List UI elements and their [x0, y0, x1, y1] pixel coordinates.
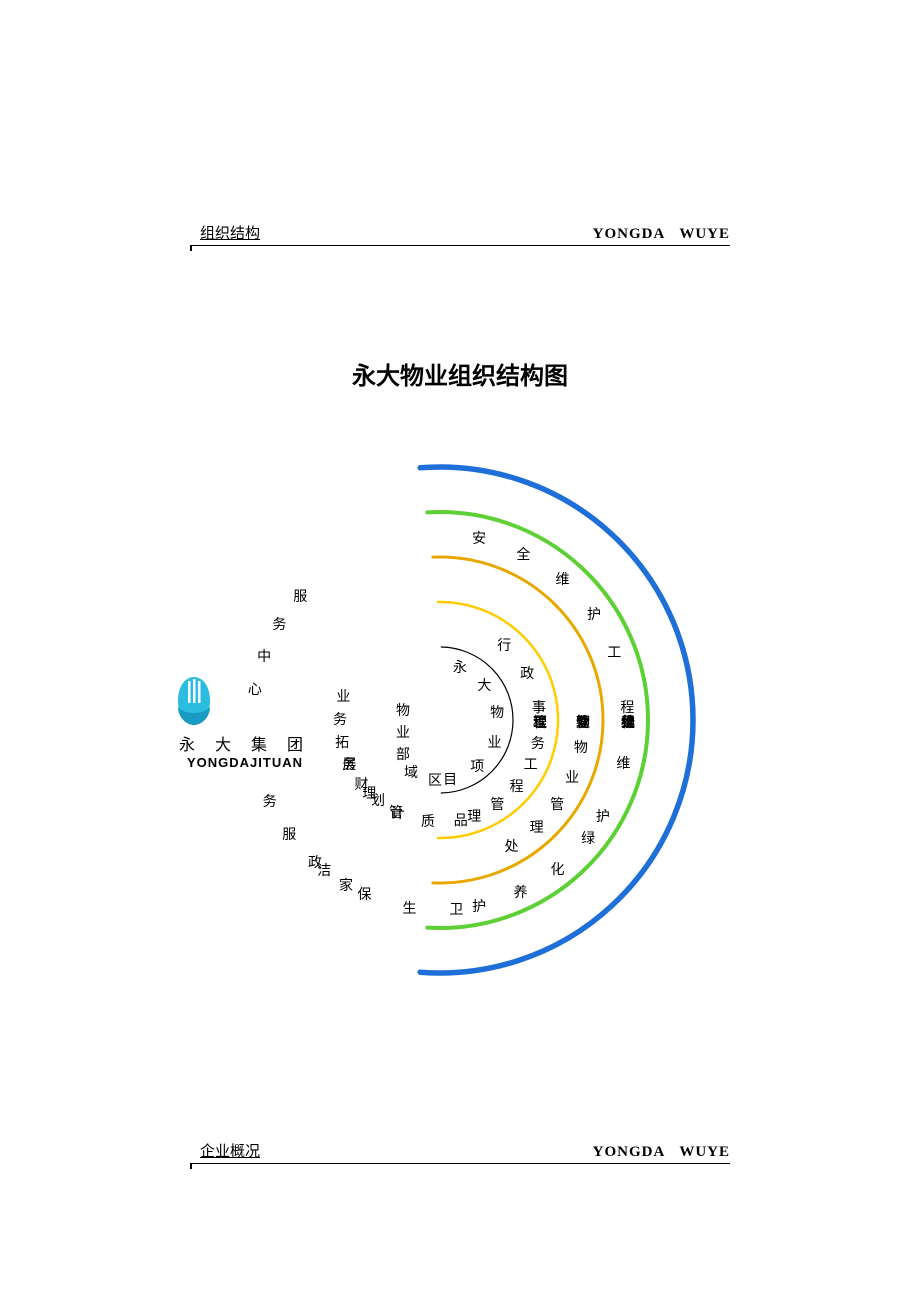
- arc-char: 业: [336, 686, 350, 706]
- arc-char: 生: [403, 898, 417, 918]
- arc-char: 目: [443, 769, 457, 789]
- arc-char: 养: [513, 882, 527, 902]
- arc-char: 化: [550, 859, 564, 879]
- arc-char: 业: [565, 767, 579, 787]
- arc-char: 管: [550, 794, 564, 814]
- arc-char: 护: [472, 896, 486, 916]
- arc-char: 全: [516, 544, 530, 564]
- arc-char: 服: [293, 586, 307, 606]
- arc-char: 业: [396, 722, 410, 742]
- arc-char: 计: [391, 803, 405, 823]
- arc-char: 务: [272, 614, 286, 634]
- arc-char: 拓: [335, 732, 349, 752]
- arc-char: 服: [282, 824, 296, 844]
- arc-char: 保: [358, 884, 372, 904]
- logo-text-cn: 永 大 集 团: [170, 731, 320, 755]
- section-header-top: 组织结构 YONGDAWUYE: [190, 222, 730, 246]
- arc-char: 项: [470, 756, 484, 776]
- arc-char: 安: [472, 528, 486, 548]
- arc-char: 区: [428, 770, 442, 790]
- brand-label: YONGDAWUYE: [593, 1144, 730, 1161]
- company-logo-block: 永 大 集 团 YONGDAJITUAN: [170, 675, 320, 770]
- arc-char: 务: [531, 733, 545, 753]
- arc-char: 大: [477, 675, 491, 695]
- arc-char: 理: [530, 817, 544, 837]
- arc-char: 工: [607, 642, 621, 662]
- arc-char: 部: [396, 744, 410, 764]
- brand-label: YONGDAWUYE: [593, 226, 730, 243]
- arc-char: 政: [520, 663, 534, 683]
- arc-char: 绿: [581, 828, 595, 848]
- arc-char: 护: [587, 604, 601, 624]
- arc-char: 理: [533, 712, 547, 732]
- arc-char: 划: [371, 790, 385, 810]
- arc-char: 品: [454, 810, 468, 830]
- arc-char: 物: [396, 700, 410, 720]
- arc-char: 政: [308, 852, 322, 872]
- section-header-bottom: 企业概况 YONGDAWUYE: [190, 1140, 730, 1164]
- arc-char: 理: [467, 806, 481, 826]
- section-label: 企业概况: [190, 1140, 260, 1161]
- arc-char: 维: [556, 569, 570, 589]
- arc-char: 心: [248, 679, 262, 699]
- section-label: 组织结构: [190, 222, 260, 243]
- arc-char: 务: [333, 709, 347, 729]
- org-arc-diagram: 永 大 集 团 YONGDAJITUAN 永大物业项目物业部区域行政事务工程管理…: [140, 450, 740, 970]
- arc-char: 行: [497, 635, 511, 655]
- arc-char: 卫: [449, 899, 463, 919]
- arc-char: 中: [257, 646, 271, 666]
- arc-char: 务: [342, 754, 356, 774]
- arc-char: 物: [574, 737, 588, 757]
- arc-char: 物: [490, 702, 504, 722]
- logo-text-en: YONGDAJITUAN: [170, 755, 320, 770]
- arc-char: 程: [510, 776, 524, 796]
- arc-char: 处: [505, 836, 519, 856]
- arc-char: 工: [524, 754, 538, 774]
- arc-char: 质: [421, 811, 435, 831]
- arc-char: 务: [263, 791, 277, 811]
- arc-char: 管: [490, 794, 504, 814]
- arc-char: 处: [576, 712, 590, 732]
- arc-char: 护: [621, 712, 635, 732]
- arc-char: 永: [453, 657, 467, 677]
- arc-char: 家: [339, 875, 353, 895]
- arc-char: 护: [596, 806, 610, 826]
- arc-char: 维: [616, 753, 630, 773]
- arc-char: 业: [488, 732, 502, 752]
- arc-char: 财: [355, 774, 369, 794]
- arc-char: 域: [404, 762, 418, 782]
- page-title: 永大物业组织结构图: [0, 356, 920, 391]
